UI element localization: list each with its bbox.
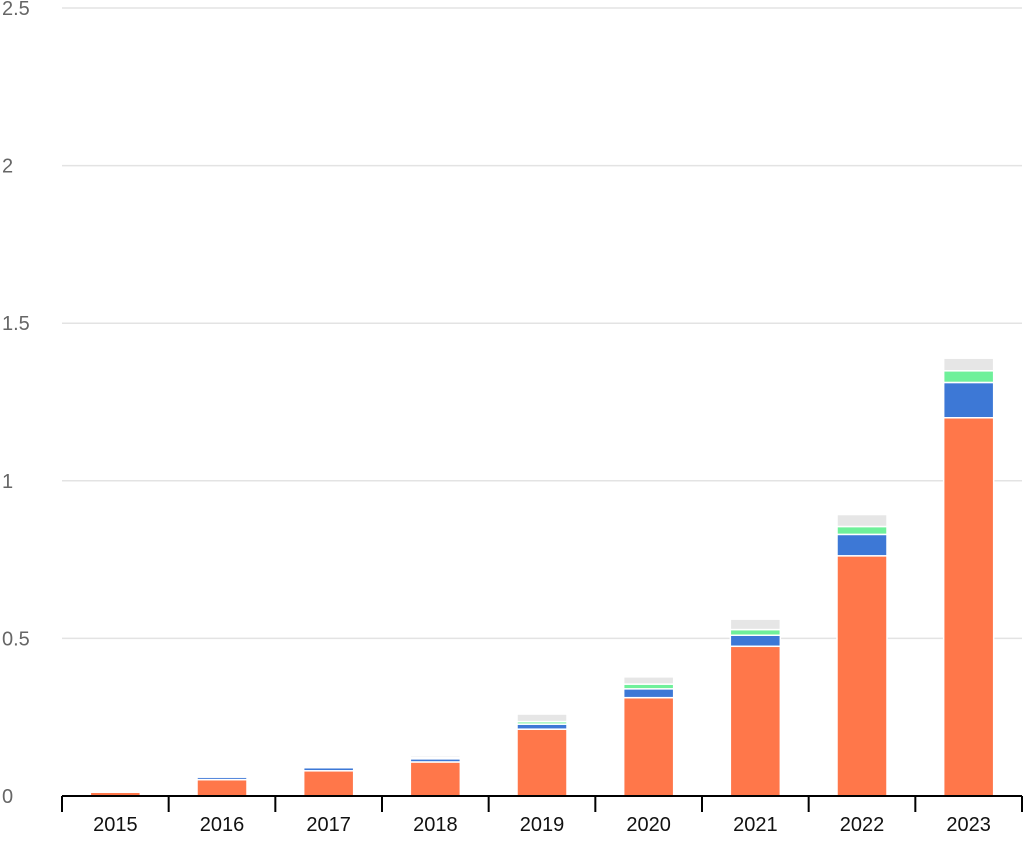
- bar-segment-2016-s4: [196, 774, 248, 778]
- bar-stack-2015: [89, 788, 142, 797]
- bar-stack-2016: [196, 774, 248, 797]
- bar-stack-2023: [942, 357, 995, 797]
- bar-segment-2020-s1: [622, 696, 675, 797]
- x-tick-label: 2020: [626, 814, 671, 836]
- x-tick-label: 2019: [520, 814, 565, 836]
- bar-segment-2021-s4: [729, 618, 782, 631]
- bar-segment-2023-s1: [942, 417, 995, 797]
- y-tick-label: 2: [2, 156, 13, 178]
- bar-segment-2021-s1: [729, 645, 782, 797]
- y-tick-label: 2.5: [2, 0, 30, 20]
- x-tick-label: 2022: [840, 814, 885, 836]
- bar-segment-2020-s2: [622, 688, 675, 699]
- bar-segment-2015-s4: [89, 788, 142, 792]
- bar-segment-2017-s1: [302, 770, 355, 797]
- x-tick-label: 2015: [93, 814, 138, 836]
- bar-segment-2021-s3: [729, 628, 782, 636]
- bar-segment-2022-s3: [836, 525, 888, 536]
- bar-segment-2020-s4: [622, 676, 675, 685]
- bar-segment-2019-s1: [516, 728, 568, 797]
- bars: [89, 357, 995, 797]
- y-tick-label: 1: [2, 471, 13, 493]
- bar-segment-2022-s2: [836, 533, 888, 557]
- bar-segment-2018-s4: [409, 754, 462, 759]
- bar-segment-2023-s4: [942, 357, 995, 372]
- bar-stack-2020: [622, 676, 675, 797]
- bar-segment-2018-s1: [409, 761, 462, 797]
- bar-segment-2023-s3: [942, 370, 995, 384]
- x-tick-label: 2018: [413, 814, 458, 836]
- bar-segment-2022-s4: [836, 513, 888, 528]
- bar-segment-2019-s2: [516, 723, 568, 730]
- x-tick-label: 2017: [306, 814, 351, 836]
- y-tick-label: 1.5: [2, 313, 30, 335]
- bar-segment-2019-s4: [516, 713, 568, 723]
- y-tick-label: 0.5: [2, 628, 30, 650]
- x-tick-label: 2021: [733, 814, 778, 836]
- bar-stack-2019: [516, 713, 568, 797]
- bar-stack-2022: [836, 513, 888, 797]
- bar-segment-2017-s4: [302, 764, 355, 768]
- bar-segment-2021-s2: [729, 634, 782, 648]
- x-tick-label: 2016: [200, 814, 245, 836]
- y-axis-ticks: 0 0.5 1 1.5 2 2.5: [2, 0, 30, 808]
- bar-segment-2022-s1: [836, 555, 888, 797]
- bar-segment-2023-s2: [942, 381, 995, 419]
- x-tick-label: 2023: [946, 814, 991, 836]
- y-tick-label: 0: [2, 786, 13, 808]
- bar-stack-2018: [409, 754, 462, 797]
- bar-stack-2021: [729, 618, 782, 797]
- bar-stack-2017: [302, 764, 355, 797]
- x-axis: 2015 2016 2017 2018 2019 2020 2021 2022 2023: [61, 795, 1023, 836]
- bar-segment-2016-s1: [196, 778, 248, 797]
